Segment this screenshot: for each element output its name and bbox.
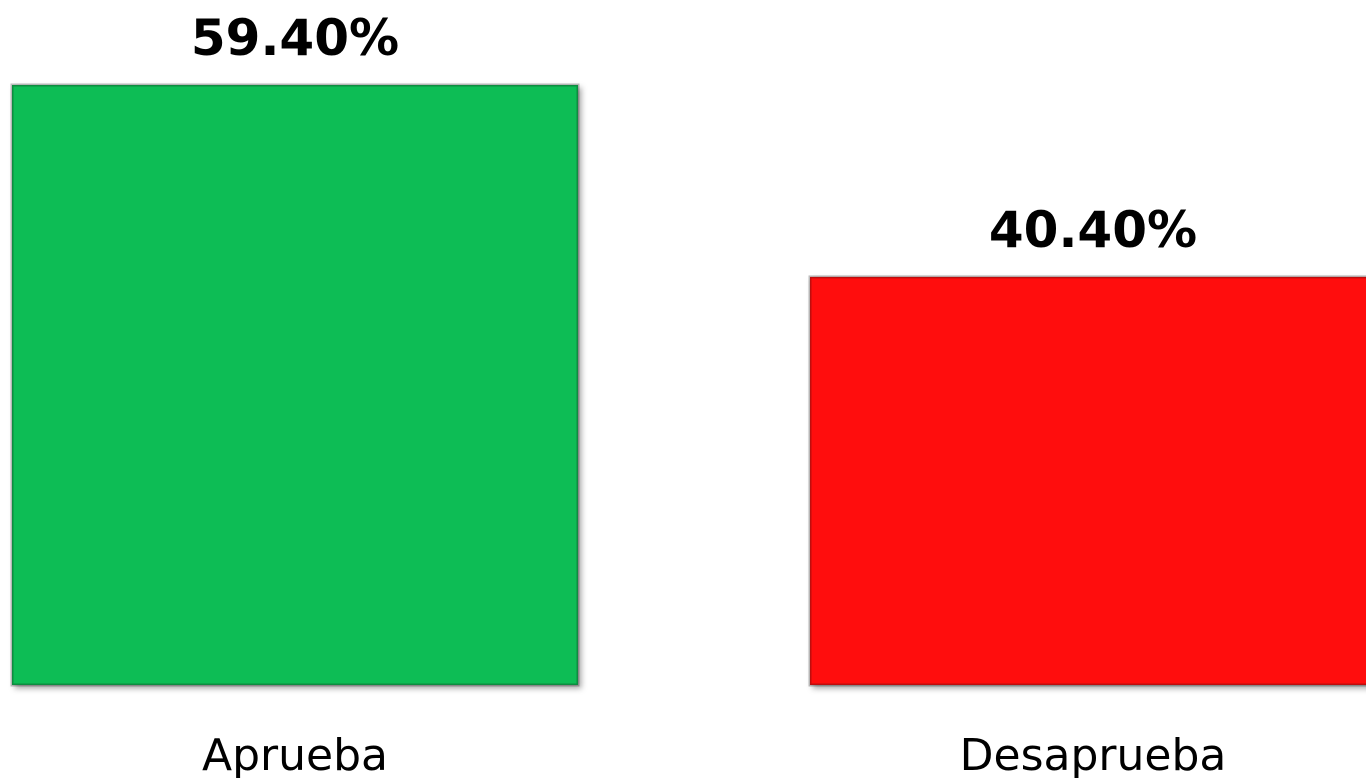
category-label: Desaprueba xyxy=(960,730,1227,778)
bar xyxy=(10,83,580,687)
bar xyxy=(808,275,1366,687)
value-label: 40.40% xyxy=(989,201,1197,259)
category-label: Aprueba xyxy=(202,730,388,778)
value-label: 59.40% xyxy=(191,9,399,67)
